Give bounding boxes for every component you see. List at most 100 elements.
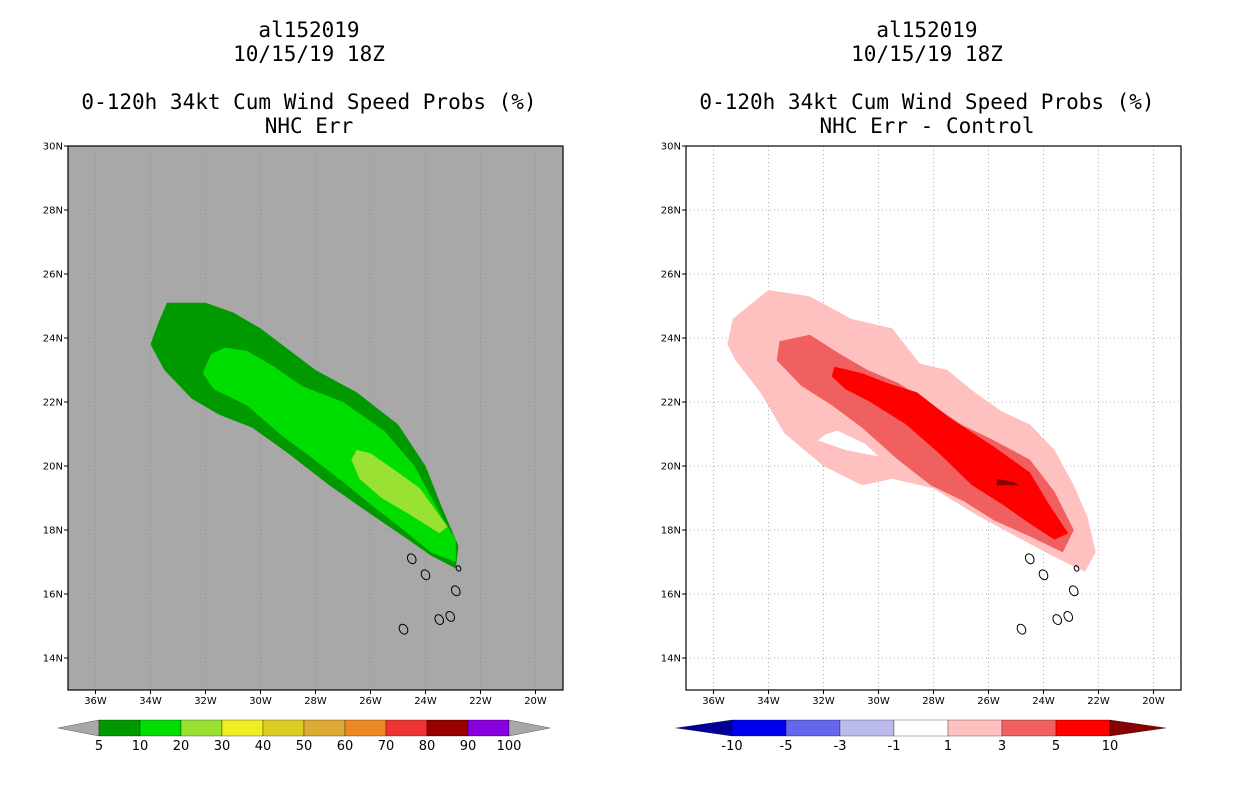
lon-tick-label: 24W — [414, 696, 437, 707]
colorbar-label: 30 — [214, 739, 231, 754]
colorbar-swatch — [785, 719, 841, 737]
lat-tick-label: 20N — [661, 462, 681, 473]
colorbar-swatch — [221, 719, 264, 737]
colorbar-swatch — [426, 719, 469, 737]
colorbar-arrow-high — [1109, 719, 1167, 737]
contour-level-20 — [351, 450, 448, 534]
island-outline — [406, 553, 417, 565]
colorbar-label: 20 — [173, 739, 190, 754]
lat-tick-label: 16N — [43, 590, 63, 601]
island-outline — [434, 614, 445, 626]
colorbar-arrow-low — [57, 719, 100, 737]
lon-tick-label: 22W — [1087, 696, 1110, 707]
colorbar-swatch — [303, 719, 346, 737]
lon-tick-label: 20W — [524, 696, 547, 707]
colorbar-swatch — [467, 719, 510, 737]
lon-tick-label: 24W — [1032, 696, 1055, 707]
colorbar-label: 1 — [944, 739, 952, 754]
island-outline — [1024, 553, 1035, 565]
colorbar-label: 40 — [255, 739, 272, 754]
lat-tick-label: 16N — [661, 590, 681, 601]
right-datetime: 10/15/19 18Z — [851, 42, 1003, 66]
left-probability-map: 30N 28N 26N 24N 22N 20N 18N 16N 14N 36W 34W 32W 30W 2… — [43, 142, 564, 707]
lat-tick-label: 14N — [43, 654, 63, 665]
island-outline — [1052, 614, 1063, 626]
colorbar-arrow-high — [508, 719, 551, 737]
colorbar-label: 10 — [132, 739, 149, 754]
colorbar-swatch — [139, 719, 182, 737]
colorbar-label: 3 — [998, 739, 1006, 754]
lon-tick-label: 30W — [867, 696, 890, 707]
lon-tick-label: 28W — [922, 696, 945, 707]
colorbar-swatch — [893, 719, 949, 737]
lat-tick-label: 22N — [661, 398, 681, 409]
colorbar-label: -5 — [780, 739, 793, 754]
lon-tick-label: 32W — [812, 696, 835, 707]
lon-tick-label: 36W — [84, 696, 107, 707]
lat-tick-label: 22N — [43, 398, 63, 409]
contour-hole — [818, 430, 879, 457]
contour-level-10 — [996, 478, 1019, 486]
colorbar-label: 50 — [296, 739, 313, 754]
lon-tick-label: 34W — [139, 696, 162, 707]
lon-tick-label: 26W — [977, 696, 1000, 707]
colorbar-swatch — [1001, 719, 1057, 737]
island-outline — [420, 569, 431, 581]
lon-tick-label: 22W — [469, 696, 492, 707]
left-datetime: 10/15/19 18Z — [233, 42, 385, 66]
colorbar-swatch — [385, 719, 428, 737]
lat-tick-label: 28N — [43, 206, 63, 217]
colorbar-label: 70 — [378, 739, 395, 754]
island-outline — [1016, 623, 1027, 635]
lon-tick-label: 32W — [194, 696, 217, 707]
island-outline — [1068, 585, 1079, 597]
left-chart-subtitle: NHC Err — [264, 114, 354, 138]
lon-tick-label: 34W — [757, 696, 780, 707]
lon-tick-label: 26W — [359, 696, 382, 707]
colorbar-label: -1 — [888, 739, 901, 754]
colorbar-label: 5 — [1052, 739, 1060, 754]
island-outline — [445, 610, 456, 622]
left-storm-id: al152019 — [258, 18, 360, 42]
colorbar-swatch — [731, 719, 787, 737]
contour-level-5 — [831, 366, 1069, 540]
colorbar-label: 80 — [419, 739, 436, 754]
colorbar-swatch — [344, 719, 387, 737]
colorbar-label: -10 — [721, 739, 742, 754]
lon-tick-label: 30W — [249, 696, 272, 707]
island-outline — [450, 585, 461, 597]
lat-tick-label: 28N — [661, 206, 681, 217]
colorbar-label: 100 — [497, 739, 522, 754]
lat-tick-label: 14N — [661, 654, 681, 665]
island-outline — [1063, 610, 1074, 622]
colorbar-swatch — [839, 719, 895, 737]
colorbar-swatch — [180, 719, 223, 737]
colorbar-swatch — [1055, 719, 1111, 737]
left-colorbar: 5 10 20 30 40 50 60 70 80 90 100 — [57, 719, 551, 754]
lat-tick-label: 24N — [43, 334, 63, 345]
island-outline — [1038, 569, 1049, 581]
lon-tick-label: 28W — [304, 696, 327, 707]
colorbar-label: -3 — [834, 739, 847, 754]
lat-tick-label: 30N — [661, 142, 681, 153]
colorbar-swatch — [947, 719, 1003, 737]
lat-tick-label: 20N — [43, 462, 63, 473]
lat-tick-label: 18N — [43, 526, 63, 537]
colorbar-swatch — [262, 719, 305, 737]
lat-tick-label: 18N — [661, 526, 681, 537]
right-title-block: al152019 10/15/19 18Z 0-120h 34kt Cum Wi… — [677, 18, 1177, 138]
lon-tick-label: 36W — [702, 696, 725, 707]
colorbar-label: 5 — [95, 739, 103, 754]
right-difference-map: 30N 28N 26N 24N 22N 20N 18N 16N 14N 36W 34W 32W 30W 2… — [661, 142, 1182, 707]
lon-tick-label: 20W — [1142, 696, 1165, 707]
colorbar-label: 10 — [1102, 739, 1119, 754]
right-chart-subtitle: NHC Err - Control — [819, 114, 1035, 138]
right-colorbar: -10 -5 -3 -1 1 3 5 10 — [675, 719, 1167, 754]
lat-tick-label: 26N — [661, 270, 681, 281]
island-outline — [1073, 565, 1080, 572]
colorbar-label: 60 — [337, 739, 354, 754]
island-outline — [398, 623, 409, 635]
lat-tick-label: 24N — [661, 334, 681, 345]
left-chart-title: 0-120h 34kt Cum Wind Speed Probs (%) — [81, 90, 537, 114]
right-chart-title: 0-120h 34kt Cum Wind Speed Probs (%) — [699, 90, 1155, 114]
